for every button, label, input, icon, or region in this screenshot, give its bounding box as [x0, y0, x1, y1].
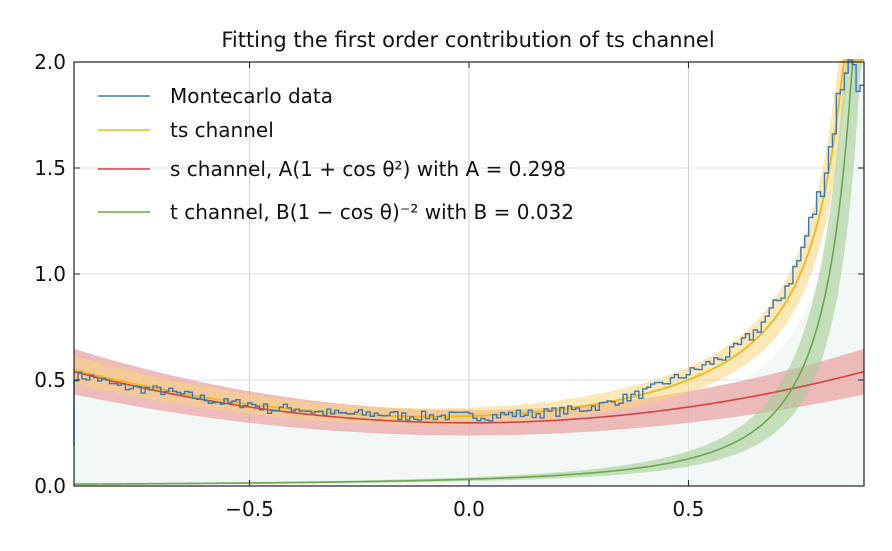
legend-label-montecarlo: Montecarlo data [170, 84, 333, 108]
y-tick-label: 0.0 [34, 474, 66, 498]
ts-channel-line [73, 59, 864, 418]
background-fill [74, 60, 864, 486]
s-channel-line [73, 370, 865, 424]
chart-title: Fitting the first order contribution of … [221, 28, 714, 52]
legend: Montecarlo data ts channel s channel, A(… [98, 84, 574, 224]
legend-label-t: t channel, B(1 − cos θ)⁻² with B = 0.032 [170, 200, 574, 224]
t-channel-line [73, 59, 864, 485]
y-tick-label: 2.0 [34, 50, 66, 74]
histogram [73, 59, 864, 446]
y-tick-label: 1.5 [34, 156, 66, 180]
ticks: −0.5 0.0 0.5 0.0 0.5 1.0 1.5 2.0 [34, 50, 864, 521]
montecarlo-step-line [73, 59, 864, 446]
y-tick-label: 0.5 [34, 368, 66, 392]
y-tick-label: 1.0 [34, 262, 66, 286]
legend-label-ts: ts channel [170, 118, 274, 142]
legend-label-s: s channel, A(1 + cos θ²) with A = 0.298 [170, 157, 566, 181]
x-tick-label: 0.0 [453, 497, 485, 521]
x-tick-label: −0.5 [225, 497, 274, 521]
pale-fill [74, 60, 864, 486]
x-tick-label: 0.5 [673, 497, 705, 521]
fit-curves [73, 59, 865, 485]
